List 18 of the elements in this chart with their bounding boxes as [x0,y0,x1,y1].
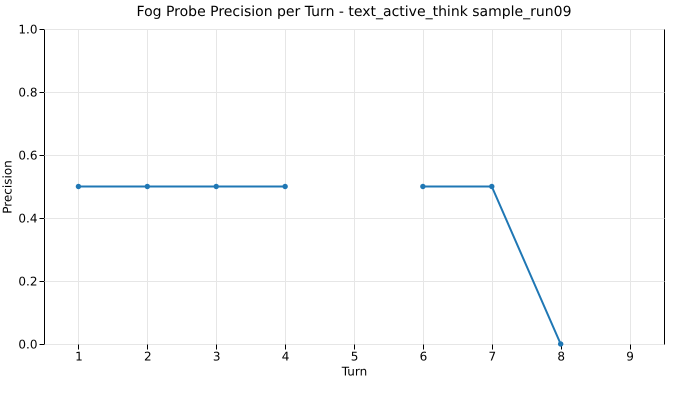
x-tick-label: 4 [282,350,290,364]
y-tick-label: 0.6 [18,148,38,162]
x-tick-label: 2 [144,350,152,364]
x-tick-label: 9 [626,350,634,364]
y-tick-label: 0.2 [18,274,38,288]
x-tick-label: 3 [212,350,221,364]
x-tick-label: 8 [557,350,565,364]
y-tick-label: 0.8 [18,86,38,100]
x-tick-label: 7 [488,350,496,364]
x-axis-title: Turn [340,364,368,378]
x-tick-label: 6 [420,350,428,364]
y-tick-label: 0.4 [18,212,38,226]
y-tick-label: 1.0 [18,22,38,36]
x-tick-label: 1 [75,350,83,364]
x-tick-label: 5 [350,350,358,364]
chart-title: Fog Probe Precision per Turn - text_active_think sample_run09 [136,4,572,20]
y-tick-label: 0.0 [18,338,38,352]
y-axis-title: Precision [0,160,14,214]
